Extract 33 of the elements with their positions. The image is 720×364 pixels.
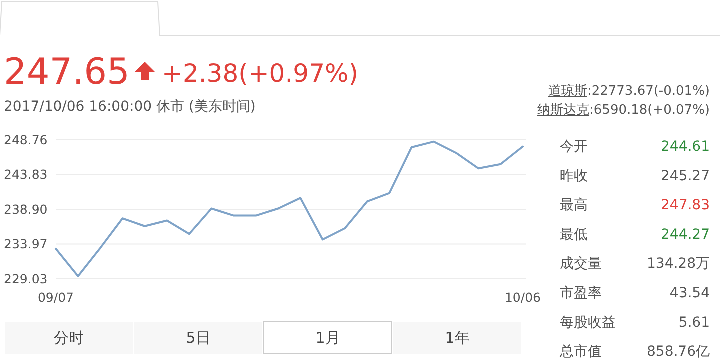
text: 245.27 bbox=[661, 168, 710, 184]
x-tick-label: 10/06 bbox=[504, 290, 542, 305]
text: 分时 bbox=[54, 329, 84, 347]
y-tick-label: 233.97 bbox=[4, 236, 48, 252]
text: 昨收 bbox=[560, 168, 588, 184]
text: 1年 bbox=[445, 329, 470, 347]
text: 今开 bbox=[560, 139, 588, 155]
y-tick-label: 243.83 bbox=[4, 167, 48, 182]
text: 43.54 bbox=[670, 286, 710, 302]
text: 市盈率 bbox=[560, 286, 602, 302]
text: 最高 bbox=[560, 198, 588, 214]
text: 成交量 bbox=[560, 256, 602, 272]
text: 5.61 bbox=[678, 314, 710, 331]
text: 134.28万 bbox=[647, 256, 710, 272]
text: 纳斯达克:6590.18(+0.07%) bbox=[538, 103, 710, 118]
text: 2017/10/06 16:00:00 休市 (美东时间) bbox=[4, 99, 256, 115]
text: 道琼斯:22773.67(-0.01%) bbox=[548, 83, 710, 99]
text: 每股收益 bbox=[560, 314, 616, 331]
text: 总市值 bbox=[559, 344, 602, 360]
text: 244.27 bbox=[661, 226, 710, 243]
text: 244.61 bbox=[661, 139, 710, 155]
text: 1月 bbox=[316, 329, 340, 347]
text: 247.83 bbox=[661, 198, 710, 214]
text: 858.76亿 bbox=[647, 344, 710, 360]
line-series bbox=[55, 140, 524, 278]
y-tick-label: 248.76 bbox=[4, 132, 48, 148]
text: 最低 bbox=[560, 226, 588, 243]
chart-subtitle: +2.38(+0.97%) bbox=[162, 59, 358, 88]
y-tick-label: 238.90 bbox=[4, 202, 48, 217]
text: 5日 bbox=[186, 329, 211, 347]
x-tick-label: 09/07 bbox=[38, 290, 74, 305]
y-tick-label: 229.03 bbox=[4, 272, 48, 286]
chart-title: 247.65 bbox=[4, 52, 130, 93]
